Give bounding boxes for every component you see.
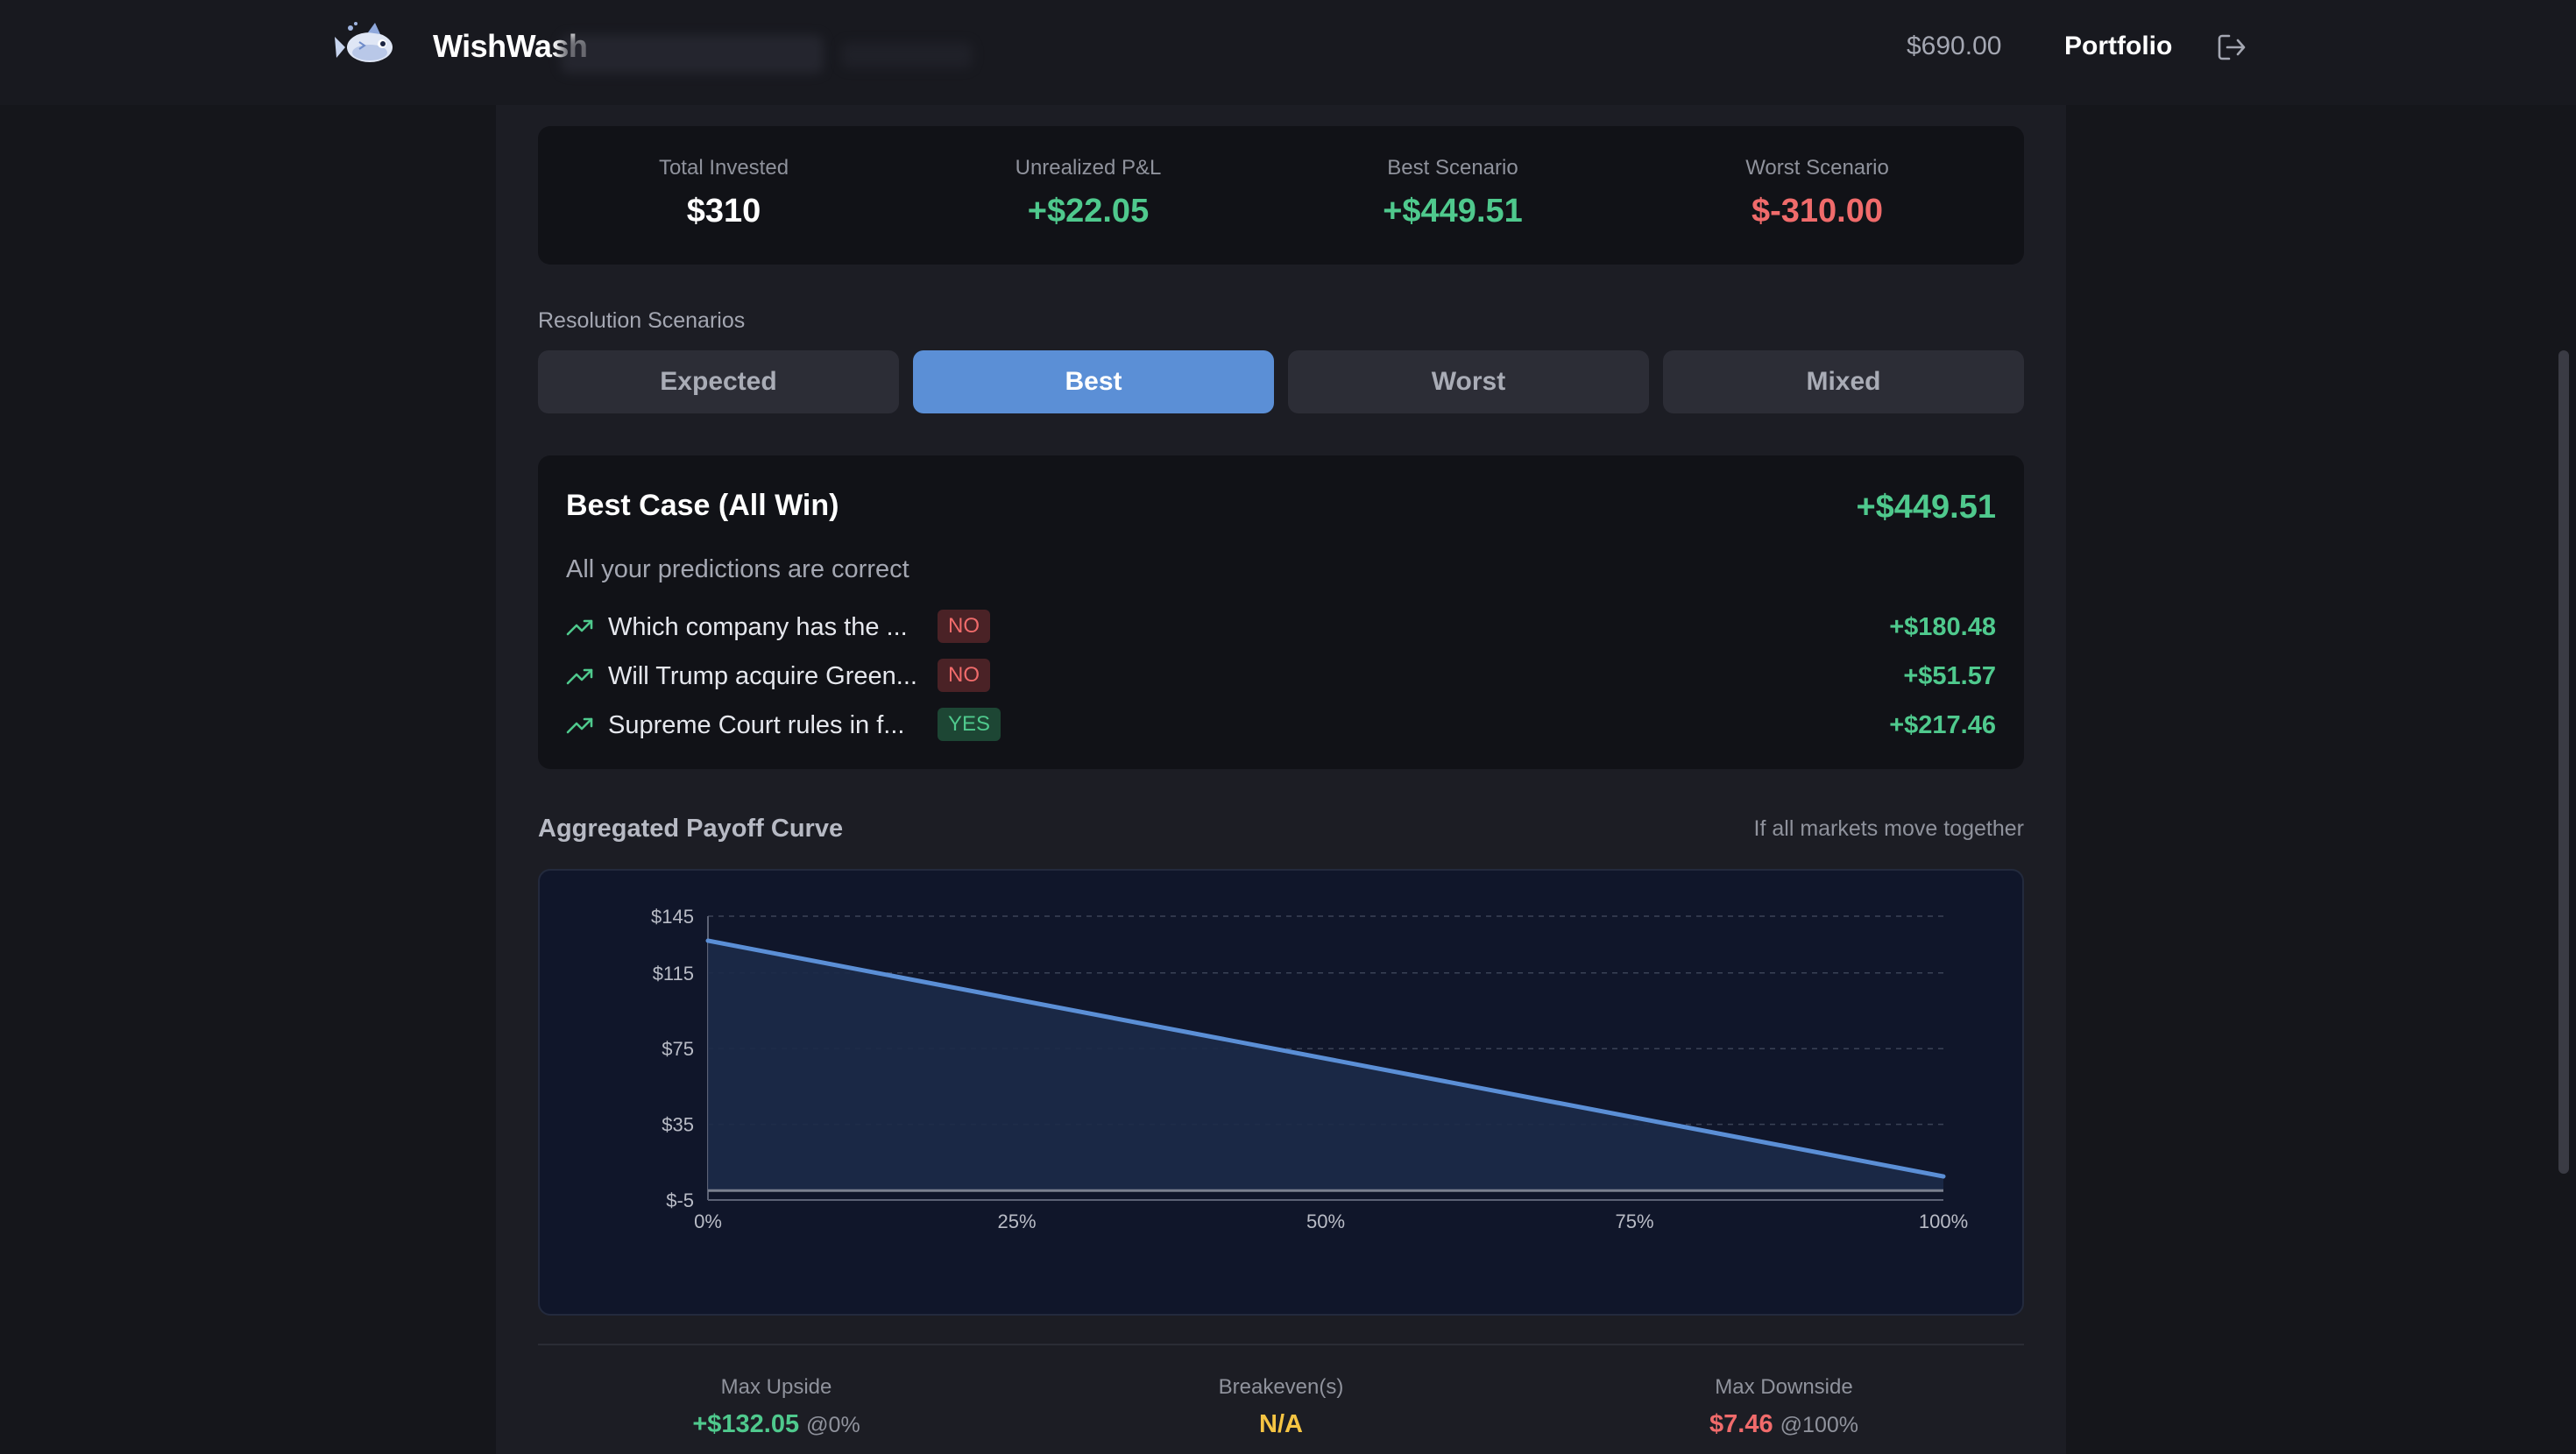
stat-unrealized-pnl: Unrealized P&L +$22.05 (902, 156, 1274, 230)
fish-logo-icon[interactable] (333, 19, 403, 72)
list-item[interactable]: Supreme Court rules in f... YES +$217.46 (566, 706, 1996, 745)
blurred-page-title (561, 35, 824, 74)
stat-value: $310 (686, 193, 761, 229)
stat-label: Worst Scenario (1745, 156, 1889, 180)
stat-label: Total Invested (658, 156, 789, 180)
stat-value: $7.46 @100% (1565, 1410, 2003, 1439)
market-name: Which company has the ... (608, 613, 908, 641)
blurred-page-subtitle (841, 42, 973, 68)
y-tick-label: $-5 (666, 1189, 694, 1211)
x-tick-label: 25% (997, 1210, 1036, 1232)
stat-worst-scenario: Worst Scenario $-310.00 (1631, 156, 2003, 230)
max-upside-at: @0% (806, 1413, 860, 1437)
outcome-badge: NO (938, 610, 990, 643)
breakeven-value: N/A (1259, 1410, 1303, 1438)
list-item[interactable]: Which company has the ... NO +$180.48 (566, 608, 1996, 646)
scenario-detail-card: Best Case (All Win) +$449.51 All your pr… (538, 455, 2024, 769)
x-tick-label: 0% (694, 1210, 722, 1232)
stat-label: Max Downside (1715, 1375, 1853, 1399)
stat-label: Unrealized P&L (1015, 156, 1162, 180)
market-name: Supreme Court rules in f... (608, 711, 905, 739)
scenario-subtitle: All your predictions are correct (566, 555, 909, 583)
list-item[interactable]: Will Trump acquire Green... NO +$51.57 (566, 657, 1996, 695)
market-payoff: +$180.48 (1889, 613, 1996, 641)
stat-total-invested: Total Invested $310 (538, 156, 909, 230)
trending-up-icon (566, 668, 593, 685)
resolution-scenarios-label: Resolution Scenarios (538, 308, 746, 333)
max-upside-value: +$132.05 (692, 1410, 800, 1438)
scenario-total: +$449.51 (1856, 489, 1996, 526)
x-tick-label: 50% (1306, 1210, 1345, 1232)
payoff-chart-svg: $145 $115 $75 $35 $-50% 25% 50% 75% 100% (651, 906, 1968, 1232)
stat-label: Best Scenario (1387, 156, 1518, 180)
trending-up-icon (566, 619, 593, 636)
logout-icon[interactable] (2215, 32, 2250, 63)
max-downside-value: $7.46 (1709, 1410, 1773, 1438)
payoff-chart: $145 $115 $75 $35 $-5 0% 25% 50% 75% 100% (538, 869, 2024, 1316)
payoff-area (708, 940, 1943, 1191)
stat-max-upside: Max Upside +$132.05 @0% (557, 1375, 995, 1439)
payoff-curve-note: If all markets move together (1753, 816, 2024, 841)
stat-label: Max Upside (720, 1375, 832, 1399)
divider (538, 1344, 2024, 1345)
account-balance: $690.00 (1907, 32, 2002, 60)
payoff-curve-title: Aggregated Payoff Curve (538, 815, 844, 843)
outcome-badge: YES (938, 708, 1001, 741)
scenario-title: Best Case (All Win) (566, 489, 839, 522)
market-payoff: +$217.46 (1889, 711, 1996, 739)
tab-best[interactable]: Best (913, 350, 1274, 413)
outcome-badge: NO (938, 659, 990, 692)
stat-breakeven: Breakeven(s) N/A (1062, 1375, 1500, 1439)
stat-label: Breakeven(s) (1218, 1375, 1344, 1399)
stat-best-scenario: Best Scenario +$449.51 (1267, 156, 1638, 230)
tab-mixed[interactable]: Mixed (1663, 350, 2024, 413)
scrollbar[interactable] (2558, 350, 2569, 1174)
stat-value: +$132.05 @0% (557, 1410, 995, 1439)
max-downside-at: @100% (1780, 1413, 1858, 1437)
y-tick-label: $35 (662, 1114, 694, 1136)
market-name: Will Trump acquire Green... (608, 662, 917, 690)
tab-expected[interactable]: Expected (538, 350, 899, 413)
x-tick-label: 75% (1615, 1210, 1653, 1232)
tab-worst[interactable]: Worst (1288, 350, 1649, 413)
market-payoff: +$51.57 (1903, 662, 1996, 690)
y-tick-label: $115 (653, 963, 694, 985)
stat-value: $-310.00 (1751, 193, 1883, 229)
stat-value: +$449.51 (1383, 193, 1523, 229)
y-tick-label: $145 (651, 906, 694, 928)
x-tick-label: 100% (1919, 1210, 1968, 1232)
scenario-tabs: Expected Best Worst Mixed (538, 350, 2024, 413)
stat-max-downside: Max Downside $7.46 @100% (1565, 1375, 2003, 1439)
stat-value: +$22.05 (1027, 193, 1150, 229)
payoff-line (705, 938, 1946, 1179)
portfolio-summary-card: Total Invested $310 Unrealized P&L +$22.… (538, 126, 2024, 265)
trending-up-icon (566, 717, 593, 734)
portfolio-link[interactable]: Portfolio (2064, 32, 2173, 60)
top-navbar: WishWash $690.00 Portfolio (0, 0, 2576, 105)
y-tick-label: $75 (662, 1038, 694, 1060)
